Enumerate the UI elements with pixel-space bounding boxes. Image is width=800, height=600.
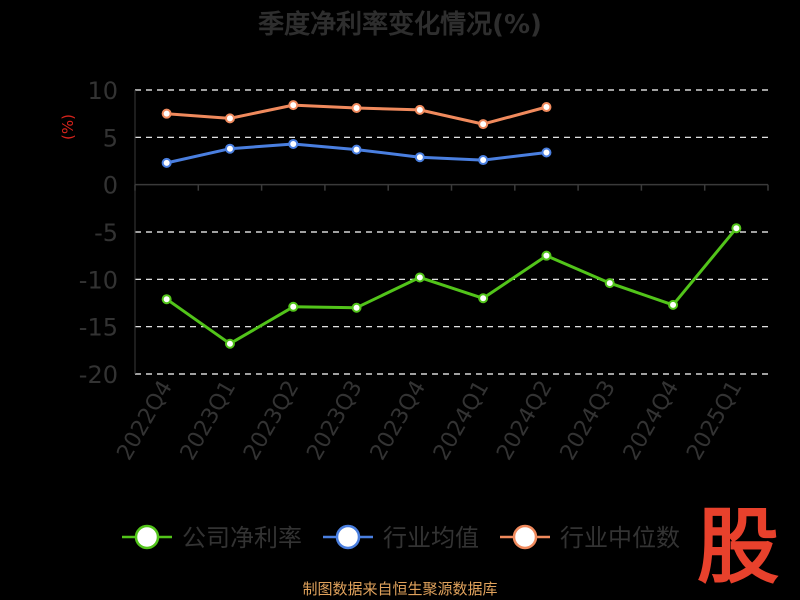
y-tick-label: -10 xyxy=(79,266,118,294)
x-tick-label: 2025Q1 xyxy=(682,377,747,465)
data-point xyxy=(224,113,235,124)
data-point xyxy=(161,108,172,119)
x-tick-label: 2023Q1 xyxy=(176,377,241,465)
series-lines xyxy=(161,100,742,349)
legend-label: 公司净利率 xyxy=(182,524,302,552)
x-tick-label: 2023Q4 xyxy=(366,376,431,464)
x-tick-label: 2024Q2 xyxy=(492,377,557,465)
data-point xyxy=(541,102,552,113)
chart-title: 季度净利率变化情况(%) xyxy=(258,9,542,40)
legend: 公司净利率 行业均值 行业中位数 xyxy=(122,524,680,552)
x-tick-label: 2024Q1 xyxy=(429,377,494,465)
data-point xyxy=(351,302,362,313)
legend-label: 行业均值 xyxy=(383,524,479,552)
y-tick-label: -5 xyxy=(94,219,118,247)
y-tick-label: 0 xyxy=(103,172,118,200)
data-point xyxy=(288,138,299,149)
data-point xyxy=(541,250,552,261)
data-point xyxy=(541,147,552,158)
data-source-note: 制图数据来自恒生聚源数据库 xyxy=(302,580,498,598)
x-tick-label: 2024Q4 xyxy=(619,377,684,465)
y-tick-labels: 10 5 0 -5 -10 -15 -20 xyxy=(79,77,118,389)
data-point xyxy=(668,299,679,310)
legend-marker xyxy=(134,524,160,550)
y-tick-label: -20 xyxy=(79,361,118,389)
data-point xyxy=(414,104,425,115)
data-point xyxy=(288,100,299,111)
data-point xyxy=(604,278,615,289)
data-point xyxy=(731,223,742,234)
data-point xyxy=(414,272,425,283)
legend-label: 行业中位数 xyxy=(560,524,680,552)
x-tick-label: 2024Q3 xyxy=(556,377,621,465)
x-tick-label: 2023Q2 xyxy=(239,377,304,465)
y-axis-label: (%) xyxy=(59,114,77,140)
legend-marker xyxy=(512,524,538,550)
axes xyxy=(134,90,769,374)
series-line xyxy=(165,227,738,346)
data-point xyxy=(288,301,299,312)
grid-lines xyxy=(135,89,768,375)
data-point xyxy=(161,157,172,168)
legend-marker xyxy=(335,524,361,550)
data-point xyxy=(478,155,489,166)
y-tick-label: 5 xyxy=(103,124,118,152)
data-point xyxy=(224,338,235,349)
x-tick-labels: 2022Q42023Q12023Q22023Q32023Q42024Q12024… xyxy=(113,376,748,464)
brand-logo: 股 xyxy=(697,500,779,595)
data-point xyxy=(478,293,489,304)
x-tick-label: 2022Q4 xyxy=(113,377,178,465)
data-point xyxy=(478,119,489,130)
y-tick-label: -15 xyxy=(79,314,118,342)
x-tick-label: 2023Q3 xyxy=(302,377,367,465)
data-point xyxy=(414,152,425,163)
data-point xyxy=(351,102,362,113)
data-point xyxy=(224,143,235,154)
data-point xyxy=(161,294,172,305)
y-tick-label: 10 xyxy=(87,77,118,105)
data-point xyxy=(351,144,362,155)
